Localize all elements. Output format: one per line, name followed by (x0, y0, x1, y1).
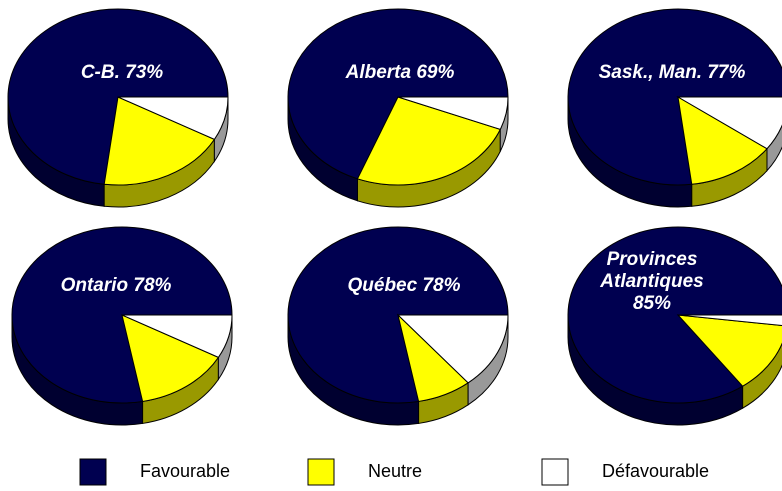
legend-swatch (307, 458, 335, 486)
legend-swatch (541, 458, 569, 486)
pie-slice (397, 96, 509, 131)
pie-label: Provinces (607, 249, 698, 270)
pie-label: Atlantiques (599, 271, 703, 292)
pie-slice (117, 96, 229, 141)
pie-slice (396, 314, 509, 384)
pie-slice (356, 96, 501, 186)
legend-text: Défavourable (602, 461, 709, 481)
pie: Sask., Man. 77% (567, 8, 782, 208)
pie-slice (287, 8, 509, 180)
pie-label: Québec 78% (348, 275, 461, 296)
legend-swatch (79, 458, 107, 486)
pie: Ontario 78% (11, 226, 233, 426)
pie-slice (676, 314, 782, 387)
pie-slice (103, 96, 216, 186)
legend-text: Favourable (140, 461, 230, 481)
pie-slice (121, 314, 220, 403)
pie-label: Alberta 69% (345, 62, 455, 83)
pie-side (766, 124, 782, 173)
pie-label: Sask., Man. 77% (599, 62, 746, 83)
pie: C-B. 73% (7, 8, 229, 208)
pie: Alberta 69% (287, 8, 509, 208)
pie-slice (677, 96, 768, 185)
legend-text: Neutre (368, 461, 422, 481)
pie: Québec 78% (287, 226, 509, 426)
pie-label: C-B. 73% (81, 62, 163, 83)
pie-label: 85% (633, 293, 671, 314)
pie-slice (121, 314, 233, 359)
pie-slice (677, 314, 782, 327)
pie-label: Ontario 78% (61, 275, 172, 296)
pie-slice (567, 8, 782, 186)
pie-slice (567, 226, 782, 404)
pie-slice (676, 96, 782, 150)
